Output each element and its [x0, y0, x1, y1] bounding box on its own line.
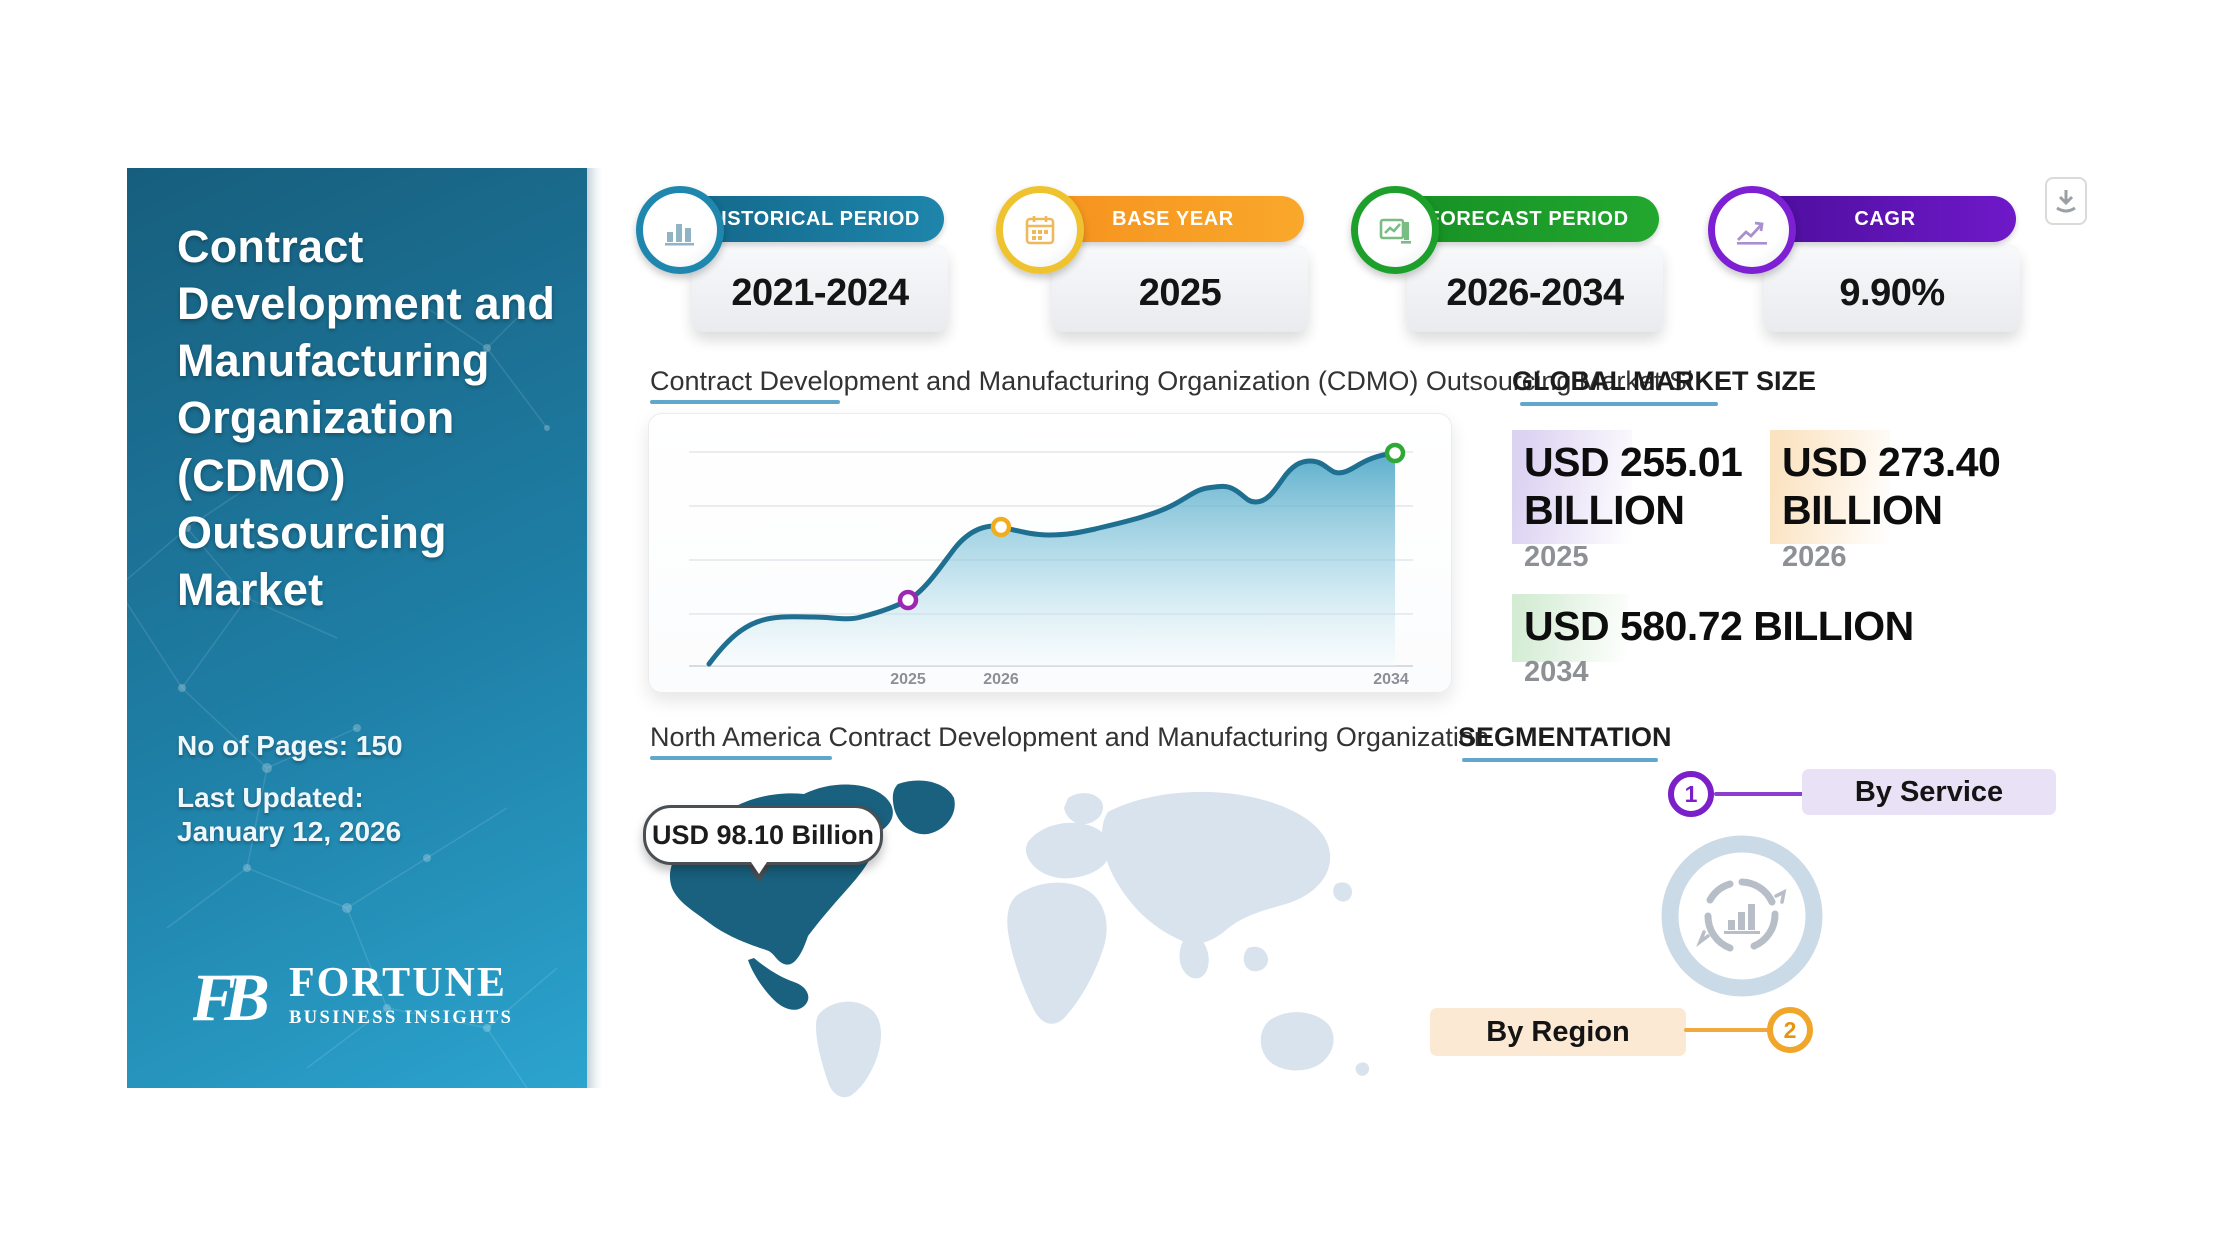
badge-card — [1764, 244, 2020, 332]
global-market-size-heading: GLOBAL MARKET SIZE — [1512, 366, 1817, 396]
brand-tagline: BUSINESS INSIGHTS — [289, 1008, 514, 1028]
badge-circle — [1708, 186, 1796, 274]
badge-header: CAGR — [1754, 196, 2016, 242]
segment-label-by-region: By Region — [1430, 1008, 1686, 1056]
segmentation-heading: SEGMENTATION — [1458, 722, 1672, 752]
europe-region — [1025, 822, 1111, 879]
mini-bar-chart-icon — [1724, 904, 1760, 934]
se-asia-region — [1243, 946, 1268, 972]
market-value-2034: USD 580.72 BILLION 2034 — [1512, 594, 2004, 689]
india-region — [1179, 934, 1209, 979]
badge-card — [1407, 244, 1663, 332]
segment-connector-2 — [1684, 1028, 1770, 1032]
historical-period-value: 2021-2024 — [731, 271, 909, 314]
heading-underline — [1462, 758, 1658, 762]
base-year-value: 2025 — [1138, 271, 1222, 314]
svg-text:FB: FB — [193, 962, 267, 1032]
title-underline — [650, 400, 840, 404]
badge-circle — [996, 186, 1084, 274]
marker-2025 — [897, 589, 919, 611]
bar-chart-icon — [665, 224, 694, 246]
asia-region — [1102, 791, 1331, 944]
segment-number-2: 2 — [1767, 1007, 1813, 1053]
network-pattern-icon — [127, 287, 558, 1088]
stat-value: USD 255.01 BILLION — [1524, 439, 1743, 534]
new-zealand-region — [1355, 1062, 1370, 1076]
forecast-period-value: 2026-2034 — [1446, 271, 1624, 314]
badge-card — [692, 244, 948, 332]
marker-2026 — [990, 516, 1012, 538]
africa-region — [1007, 882, 1107, 1024]
report-title: Contract Development and Manufacturing O… — [177, 221, 556, 615]
segmented-donut-chart-icon — [1696, 878, 1787, 952]
segment-label-by-service: By Service — [1802, 769, 2056, 815]
badge-circle — [636, 186, 724, 274]
accent-block — [1512, 594, 1628, 662]
segment-number-1: 1 — [1668, 771, 1714, 817]
badge-header: FORECAST PERIOD — [1397, 196, 1659, 242]
download-icon — [2056, 190, 2076, 213]
regional-chart-title: North America Contract Development and M… — [650, 722, 1489, 752]
badge-card — [1052, 244, 1308, 332]
marker-2034 — [1384, 442, 1406, 464]
last-updated-label: Last Updated: — [177, 782, 364, 813]
stat-year: 2025 — [1524, 540, 1589, 573]
south-america-region — [816, 1001, 881, 1098]
x-axis-label: 2034 — [1373, 671, 1409, 688]
brand-name: FORTUNE — [289, 960, 507, 1006]
market-value-2026: USD 273.40 BILLION 2026 — [1770, 430, 2044, 574]
heading-underline — [1520, 402, 1718, 406]
download-button[interactable] — [2045, 177, 2087, 225]
stat-value: USD 580.72 BILLION — [1524, 603, 1914, 649]
australia-region — [1260, 1012, 1334, 1071]
title-underline — [650, 756, 832, 760]
segmentation-center-graphic — [1658, 832, 1826, 1000]
last-updated-date: January 12, 2026 — [177, 816, 402, 847]
fortune-business-insights-logo: FB FORTUNE BUSINESS INSIGHTS — [193, 962, 513, 1032]
outer-ring — [1661, 835, 1823, 997]
cagr-value: 9.90% — [1839, 271, 1945, 314]
fortune-monogram-icon: FB — [193, 962, 275, 1032]
sidebar-edge-strip — [587, 168, 602, 1088]
stat-value: USD 273.40 BILLION — [1782, 439, 2001, 534]
callout-pointer-fill — [747, 856, 771, 874]
accent-block — [1512, 430, 1632, 544]
calendar-icon — [1025, 216, 1055, 245]
world-regions — [816, 791, 1370, 1098]
historical-period-badge: HISTORICAL PERIOD 2021-2024 — [630, 168, 960, 336]
north-america-value-callout: USD 98.10 Billion — [643, 805, 883, 865]
area-chart-svg: 2025 2026 2034 — [689, 442, 1413, 688]
x-axis-label: 2025 — [890, 671, 926, 688]
badge-circle — [1351, 186, 1439, 274]
accent-block — [1770, 430, 1890, 544]
forecast-chart-icon — [1379, 218, 1411, 244]
greenland-region — [892, 780, 955, 835]
stat-year: 2026 — [1782, 540, 1847, 573]
scandinavia-region — [1064, 793, 1104, 825]
stat-year: 2034 — [1524, 656, 1589, 689]
badge-header: BASE YEAR — [1042, 196, 1304, 242]
badge-header: HISTORICAL PERIOD — [682, 196, 944, 242]
market-size-area-chart: 2025 2026 2034 — [648, 413, 1452, 693]
segment-connector-1 — [1714, 792, 1804, 796]
cagr-growth-icon — [1737, 221, 1767, 245]
market-value-2025: USD 255.01 BILLION 2025 — [1512, 430, 1786, 574]
x-axis-label: 2026 — [983, 671, 1019, 688]
pages-count: No of Pages: 150 — [177, 730, 403, 761]
japan-region — [1333, 882, 1352, 902]
forecast-period-badge: FORECAST PERIOD 2026-2034 — [1345, 168, 1675, 336]
cagr-badge: CAGR 9.90% — [1702, 168, 2032, 336]
market-size-chart-title: Contract Development and Manufacturing O… — [650, 366, 1693, 396]
base-year-badge: BASE YEAR 2025 — [990, 168, 1320, 336]
trend-line — [706, 450, 1398, 667]
report-cover-sidebar: Contract Development and Manufacturing O… — [127, 168, 587, 1088]
